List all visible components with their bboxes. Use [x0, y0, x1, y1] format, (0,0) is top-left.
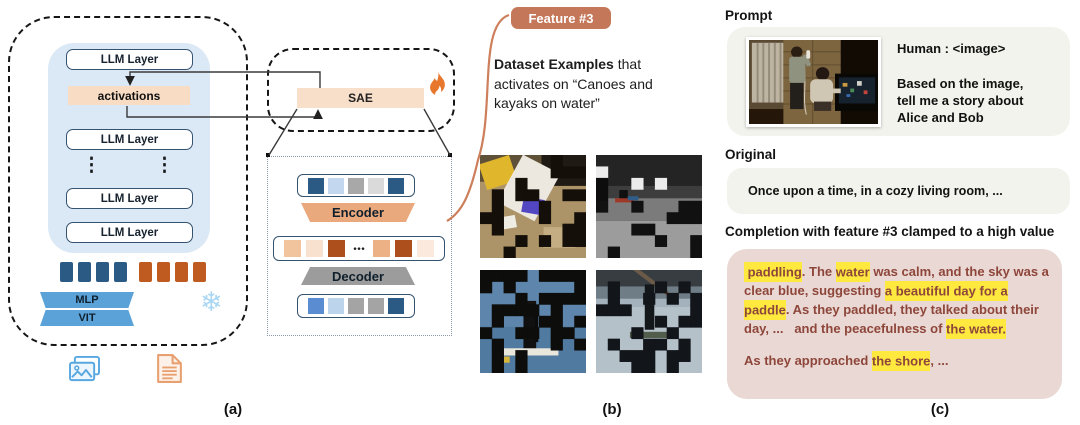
prompt-heading: Prompt	[725, 8, 773, 23]
feature-badge: Feature #3	[511, 7, 611, 29]
completion-paragraph: As they approached the shore, ...	[744, 350, 1050, 371]
latent-squares-left	[283, 240, 345, 257]
prompt-line: tell me a story about	[897, 93, 1024, 108]
ellipsis-vertical-icon: ⋮	[155, 155, 174, 176]
llm-layer-box: LLM Layer	[66, 188, 193, 209]
connector-node	[266, 153, 270, 157]
panel-c-label: (c)	[930, 401, 950, 418]
ellipsis-vertical-icon: ⋮	[82, 155, 101, 176]
images-stack-icon	[68, 355, 101, 389]
completion-box: paddling. The water was calm, and the sk…	[727, 249, 1062, 399]
panel-a-outline	[8, 16, 248, 346]
ellipsis-icon: •••	[353, 243, 365, 254]
connector-node	[448, 153, 452, 157]
dataset-example-image	[596, 270, 702, 373]
vit-block: VIT	[40, 310, 134, 326]
prompt-photo	[746, 37, 881, 127]
latent-squares-right	[373, 240, 435, 257]
completion-paragraph: paddling. The water was calm, and the sk…	[744, 261, 1050, 339]
document-icon	[156, 353, 183, 389]
panel-a-label: (a)	[223, 401, 243, 418]
encoder-block: Encoder	[301, 203, 415, 222]
dataset-examples-caption: Dataset Examples that activates on “Cano…	[494, 56, 653, 111]
sae-box: SAE	[297, 88, 424, 108]
dataset-example-image	[596, 155, 702, 258]
sae-input-vector	[297, 174, 415, 197]
panel-b-label: (b)	[602, 401, 622, 418]
dataset-example-image	[480, 155, 586, 258]
sae-latent-vector: •••	[273, 236, 445, 261]
dataset-example-image	[480, 270, 586, 373]
flame-icon	[427, 70, 448, 102]
activations-box: activations	[68, 86, 190, 105]
llm-layer-box: LLM Layer	[66, 129, 193, 150]
prompt-line: Based on the image,	[897, 76, 1024, 91]
sae-output-vector	[297, 294, 415, 318]
prompt-text: Human : <image> Based on the image, tell…	[897, 40, 1067, 126]
llm-layer-box: LLM Layer	[66, 222, 193, 243]
prompt-line: Alice and Bob	[897, 110, 984, 125]
image-token-squares	[60, 262, 127, 282]
original-heading: Original	[725, 147, 777, 162]
original-box: Once upon a time, in a cozy living room,…	[727, 168, 1070, 214]
completion-heading: Completion with feature #3 clamped to a …	[725, 224, 1055, 239]
mlp-block: MLP	[40, 292, 134, 308]
text-token-squares	[139, 262, 206, 282]
prompt-line: Human : <image>	[897, 41, 1006, 56]
sae-detail-box	[267, 156, 452, 336]
llm-layer-box: LLM Layer	[66, 49, 193, 70]
snowflake-icon: ❄	[200, 287, 223, 317]
decoder-block: Decoder	[301, 267, 415, 285]
